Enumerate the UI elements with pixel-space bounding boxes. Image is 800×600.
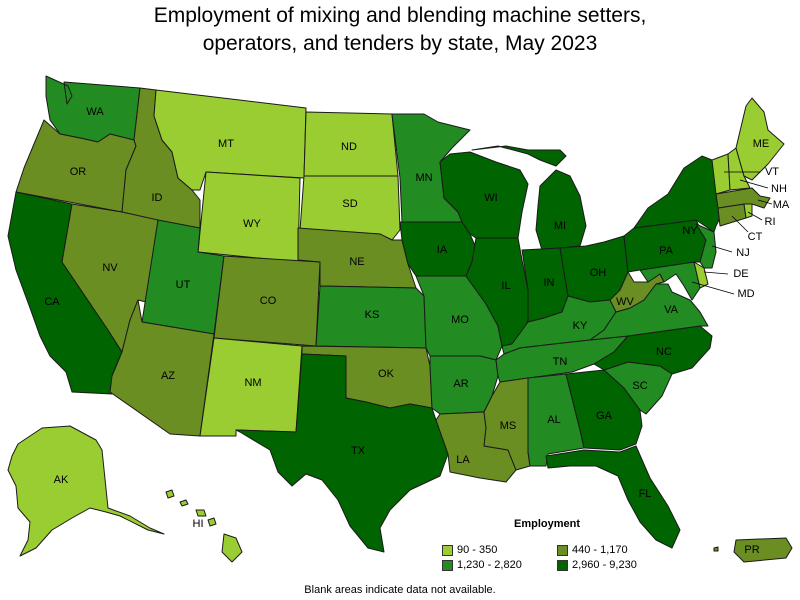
state-nc[interactable]	[593, 325, 713, 375]
state-label-nd: ND	[341, 141, 357, 153]
state-label-ky: KY	[573, 320, 588, 332]
state-label-id: ID	[152, 192, 163, 204]
legend-swatch-4	[557, 559, 568, 571]
state-label-vt: VT	[765, 166, 779, 178]
state-label-nm: NM	[244, 377, 261, 389]
legend-grid: 90 - 350 440 - 1,170 1,230 - 2,820 2,960…	[442, 544, 672, 571]
state-label-wv: WV	[616, 296, 634, 308]
state-fl[interactable]	[545, 445, 681, 549]
state-labels: WA OR CA ID NV MT WY UT AZ CO NM ND SD NE KS OK TX MN IA MO…	[44, 106, 790, 556]
legend-label-2: 440 - 1,170	[572, 544, 628, 556]
map-title: Employment of mixing and blending machin…	[0, 2, 800, 58]
state-label-ca: CA	[44, 296, 60, 308]
state-label-hi: HI	[193, 518, 204, 530]
state-label-or: OR	[70, 166, 87, 178]
state-label-me: ME	[753, 138, 770, 150]
state-hi[interactable]	[165, 489, 243, 563]
state-label-ak: AK	[54, 474, 69, 486]
state-ms[interactable]	[483, 377, 531, 471]
state-label-ct: CT	[748, 231, 763, 243]
title-line-2: operators, and tenders by state, May 202…	[202, 32, 598, 55]
state-me[interactable]	[735, 97, 785, 181]
state-label-pa: PA	[659, 245, 674, 257]
state-label-co: CO	[260, 295, 277, 307]
state-label-ri: RI	[765, 216, 776, 228]
state-label-ar: AR	[453, 378, 468, 390]
legend: Employment 90 - 350 440 - 1,170 1,230 - …	[442, 518, 672, 571]
state-ny[interactable]	[633, 155, 721, 233]
title-line-1: Employment of mixing and blending machin…	[153, 4, 647, 27]
state-label-nv: NV	[102, 262, 118, 274]
legend-label-1: 90 - 350	[457, 544, 498, 556]
legend-swatch-1	[442, 544, 453, 556]
state-label-ks: KS	[365, 309, 380, 321]
legend-item-4: 2,960 - 9,230	[557, 559, 672, 571]
state-ak[interactable]	[7, 425, 165, 557]
state-label-in: IN	[544, 277, 555, 289]
state-label-tn: TN	[553, 356, 568, 368]
state-ri[interactable]	[743, 203, 753, 219]
state-label-md: MD	[737, 288, 754, 300]
state-nj[interactable]	[695, 223, 717, 269]
state-de[interactable]	[693, 261, 709, 289]
state-label-ut: UT	[176, 279, 191, 291]
state-label-ga: GA	[596, 410, 613, 422]
state-label-ia: IA	[437, 244, 448, 256]
state-label-nc: NC	[656, 346, 672, 358]
state-label-il: IL	[501, 280, 510, 292]
footnote: Blank areas indicate data not available.	[304, 584, 496, 596]
legend-label-4: 2,960 - 9,230	[572, 559, 637, 571]
legend-item-2: 440 - 1,170	[557, 544, 672, 556]
state-label-mn: MN	[415, 172, 432, 184]
state-label-ms: MS	[500, 420, 517, 432]
state-label-az: AZ	[161, 370, 175, 382]
state-label-tx: TX	[351, 445, 366, 457]
state-label-nj: NJ	[736, 247, 749, 259]
state-pr[interactable]	[713, 537, 793, 563]
state-label-wy: WY	[243, 218, 261, 230]
state-label-sd: SD	[342, 198, 357, 210]
legend-title: Employment	[513, 518, 580, 530]
legend-swatch-2	[557, 544, 568, 556]
state-label-ok: OK	[378, 368, 395, 380]
state-tx[interactable]	[235, 353, 449, 553]
state-label-wi: WI	[484, 192, 497, 204]
state-label-va: VA	[664, 304, 679, 316]
state-label-mi: MI	[554, 220, 566, 232]
state-label-ne: NE	[349, 256, 364, 268]
state-label-oh: OH	[590, 267, 607, 279]
state-ma[interactable]	[715, 187, 771, 209]
state-ne[interactable]	[297, 227, 417, 289]
leader-lines	[691, 171, 773, 295]
state-label-sc: SC	[632, 380, 647, 392]
state-label-de: DE	[733, 268, 748, 280]
legend-label-3: 1,230 - 2,820	[457, 559, 522, 571]
state-label-mt: MT	[218, 138, 234, 150]
state-label-mo: MO	[451, 314, 469, 326]
state-label-wa: WA	[86, 106, 104, 118]
state-label-fl: FL	[639, 488, 652, 500]
legend-item-1: 90 - 350	[442, 544, 557, 556]
state-label-nh: NH	[771, 183, 787, 195]
state-label-la: LA	[456, 454, 470, 466]
state-label-ma: MA	[773, 199, 790, 211]
legend-swatch-3	[442, 559, 453, 571]
state-label-pr: PR	[744, 544, 759, 556]
state-label-al: AL	[547, 414, 560, 426]
state-label-ny: NY	[682, 225, 698, 237]
legend-item-3: 1,230 - 2,820	[442, 559, 557, 571]
